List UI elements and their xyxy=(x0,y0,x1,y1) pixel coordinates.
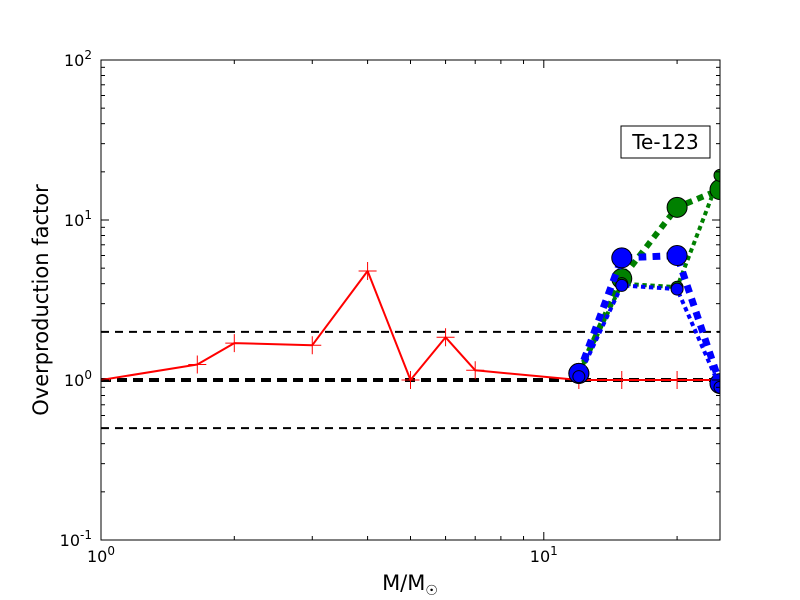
series-0-point-9 xyxy=(612,371,631,389)
y-tick-label-2: 101 xyxy=(64,208,92,230)
series-4-point-0 xyxy=(572,370,586,384)
series-3-point-2 xyxy=(666,244,688,266)
x-tick-label-1: 101 xyxy=(530,544,558,566)
series-3-line xyxy=(575,252,720,385)
y-tick-label-3: 102 xyxy=(64,48,92,70)
series-0-line xyxy=(101,270,720,381)
series-0-point-3 xyxy=(303,336,322,355)
series-0-point-4 xyxy=(358,262,377,281)
series-0-point-10 xyxy=(668,371,687,389)
series-4-point-2 xyxy=(670,282,684,296)
series-0-point-2 xyxy=(225,334,244,353)
series-4-point-1 xyxy=(615,278,629,292)
x-tick-label-0: 100 xyxy=(87,544,115,566)
y-tick-label-1: 100 xyxy=(64,368,92,390)
y-tick-label-0: 10-1 xyxy=(60,528,92,550)
series-1-point-2 xyxy=(666,196,688,218)
series-0-point-5 xyxy=(401,371,420,389)
series-4 xyxy=(572,278,720,394)
series-4-line xyxy=(577,283,720,389)
series-0-point-7 xyxy=(466,361,485,380)
series-3-point-1 xyxy=(611,247,633,269)
annotation-box: Te-123 xyxy=(620,125,711,159)
series-0-point-6 xyxy=(436,328,455,347)
x-axis-label-subscript: ☉ xyxy=(425,583,438,599)
y-axis-label: Overproduction factor xyxy=(29,184,53,416)
series-0-point-1 xyxy=(188,355,207,374)
series-0 xyxy=(101,262,720,389)
annotation-text: Te-123 xyxy=(631,130,699,154)
series-2-line xyxy=(577,174,720,375)
x-axis-label: M/M☉ xyxy=(382,571,438,599)
series-2-point-3 xyxy=(713,168,720,182)
